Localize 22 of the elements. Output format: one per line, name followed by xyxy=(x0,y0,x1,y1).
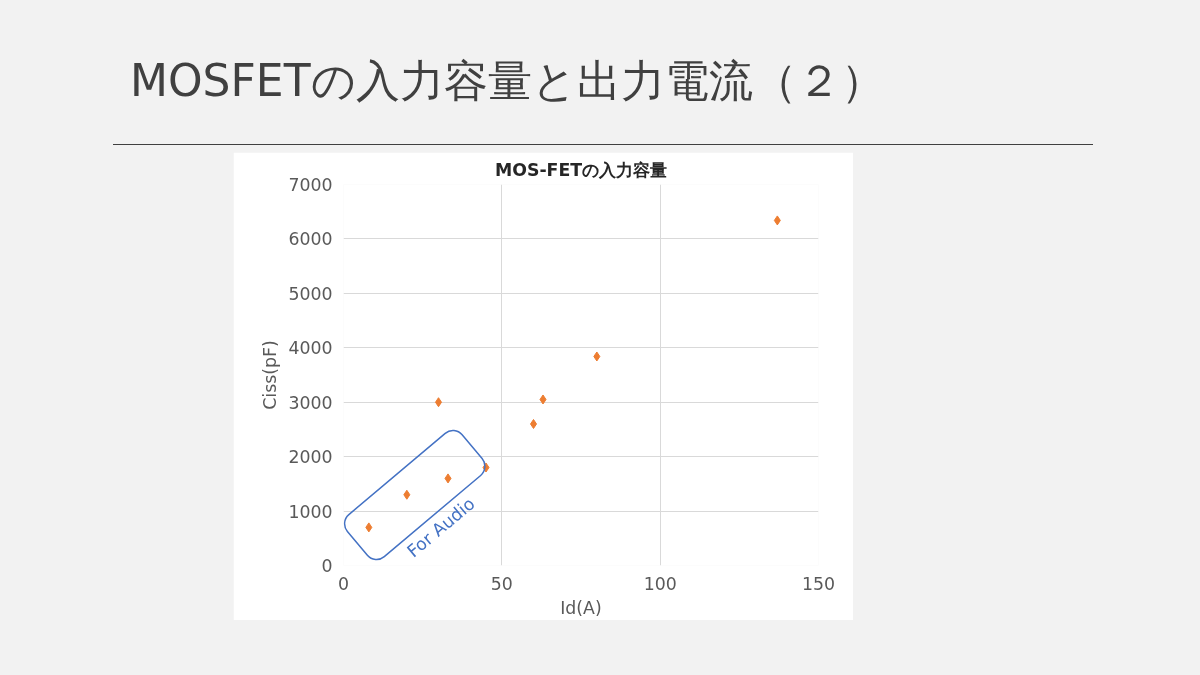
y-tick-label: 0 xyxy=(321,556,333,576)
x-tick-label: 100 xyxy=(643,573,677,594)
y-tick-label: 2000 xyxy=(288,447,333,468)
point xyxy=(444,473,452,484)
point xyxy=(593,351,601,362)
x-tick-label: 50 xyxy=(490,573,513,594)
y-tick-label: 7000 xyxy=(288,175,333,195)
x-axis-title: Id(A) xyxy=(560,597,602,618)
point xyxy=(773,215,781,226)
y-tick-label: 3000 xyxy=(288,392,333,413)
y-tick-label: 1000 xyxy=(288,501,333,522)
x-tick-label: 150 xyxy=(801,573,836,594)
point xyxy=(365,522,373,533)
chart-title: MOSFETの入力容量と出力電流（２） xyxy=(129,54,885,108)
point xyxy=(539,394,547,405)
y-axis-title: Ciss(pF) xyxy=(260,340,281,410)
y-tick-label: 5000 xyxy=(288,283,333,304)
y-tick-label: 6000 xyxy=(288,229,333,250)
x-tick-label: 0 xyxy=(337,573,350,594)
y-tick-label: 4000 xyxy=(288,338,333,359)
point xyxy=(403,489,411,500)
chart-subtitle: MOS-FETの入力容量 xyxy=(494,159,668,180)
